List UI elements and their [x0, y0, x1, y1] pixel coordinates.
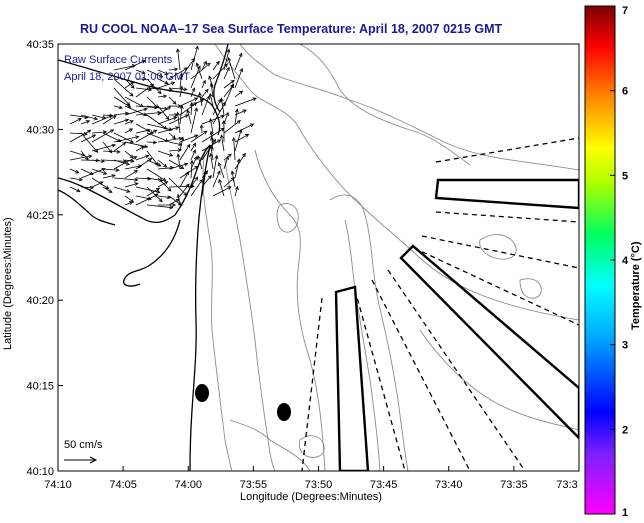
y-tick-label: 40:25 [26, 210, 54, 222]
y-axis-label: Latitude (Degrees:Minutes) [2, 217, 14, 350]
x-axis-label: Longitude (Degrees:Minutes) [240, 491, 382, 503]
x-tick-label: 73:50 [305, 479, 333, 491]
colorbar-label: Temperature (°C) [630, 241, 642, 330]
x-tick-label: 73:55 [240, 479, 268, 491]
y-tick-label: 40:10 [26, 466, 54, 478]
x-tick-label: 74:05 [109, 479, 137, 491]
colorbar-tick-label: 6 [622, 86, 628, 98]
x-tick-label: 74:10 [44, 479, 72, 491]
chart-title: RU COOL NOAA–17 Sea Surface Temperature:… [80, 22, 503, 36]
x-tick-label: 73:40 [435, 479, 463, 491]
y-tick-label: 40:30 [26, 124, 54, 136]
colorbar-tick-label: 3 [622, 340, 628, 352]
colorbar-tick-label: 2 [622, 424, 628, 436]
colorbar: 1 2 3 4 5 6 7 Temperature (°C) [585, 5, 642, 518]
x-tick-label: 73:45 [370, 479, 398, 491]
colorbar-tick-label: 5 [622, 170, 628, 182]
station-marker [277, 403, 291, 421]
currents-label-line1: Raw Surface Currents [64, 54, 173, 66]
colorbar-tick-label: 1 [622, 507, 628, 518]
colorbar-tick-label: 7 [622, 5, 628, 17]
colorbar-tick-label: 4 [622, 255, 629, 267]
y-tick-label: 40:15 [26, 381, 54, 393]
currents-label-line2: April 18, 2007 01:00 GMT [64, 71, 190, 83]
station-marker [195, 384, 209, 402]
y-tick-label: 40:20 [26, 295, 54, 307]
x-tick-label: 74:00 [174, 479, 202, 491]
y-tick-label: 40:35 [26, 39, 54, 51]
map-plot-area: Raw Surface Currents April 18, 2007 01:0… [58, 44, 579, 471]
scale-label: 50 cm/s [64, 439, 103, 451]
x-tick-label: 73:35 [500, 479, 528, 491]
x-tick-label: 73:3 [556, 479, 577, 491]
